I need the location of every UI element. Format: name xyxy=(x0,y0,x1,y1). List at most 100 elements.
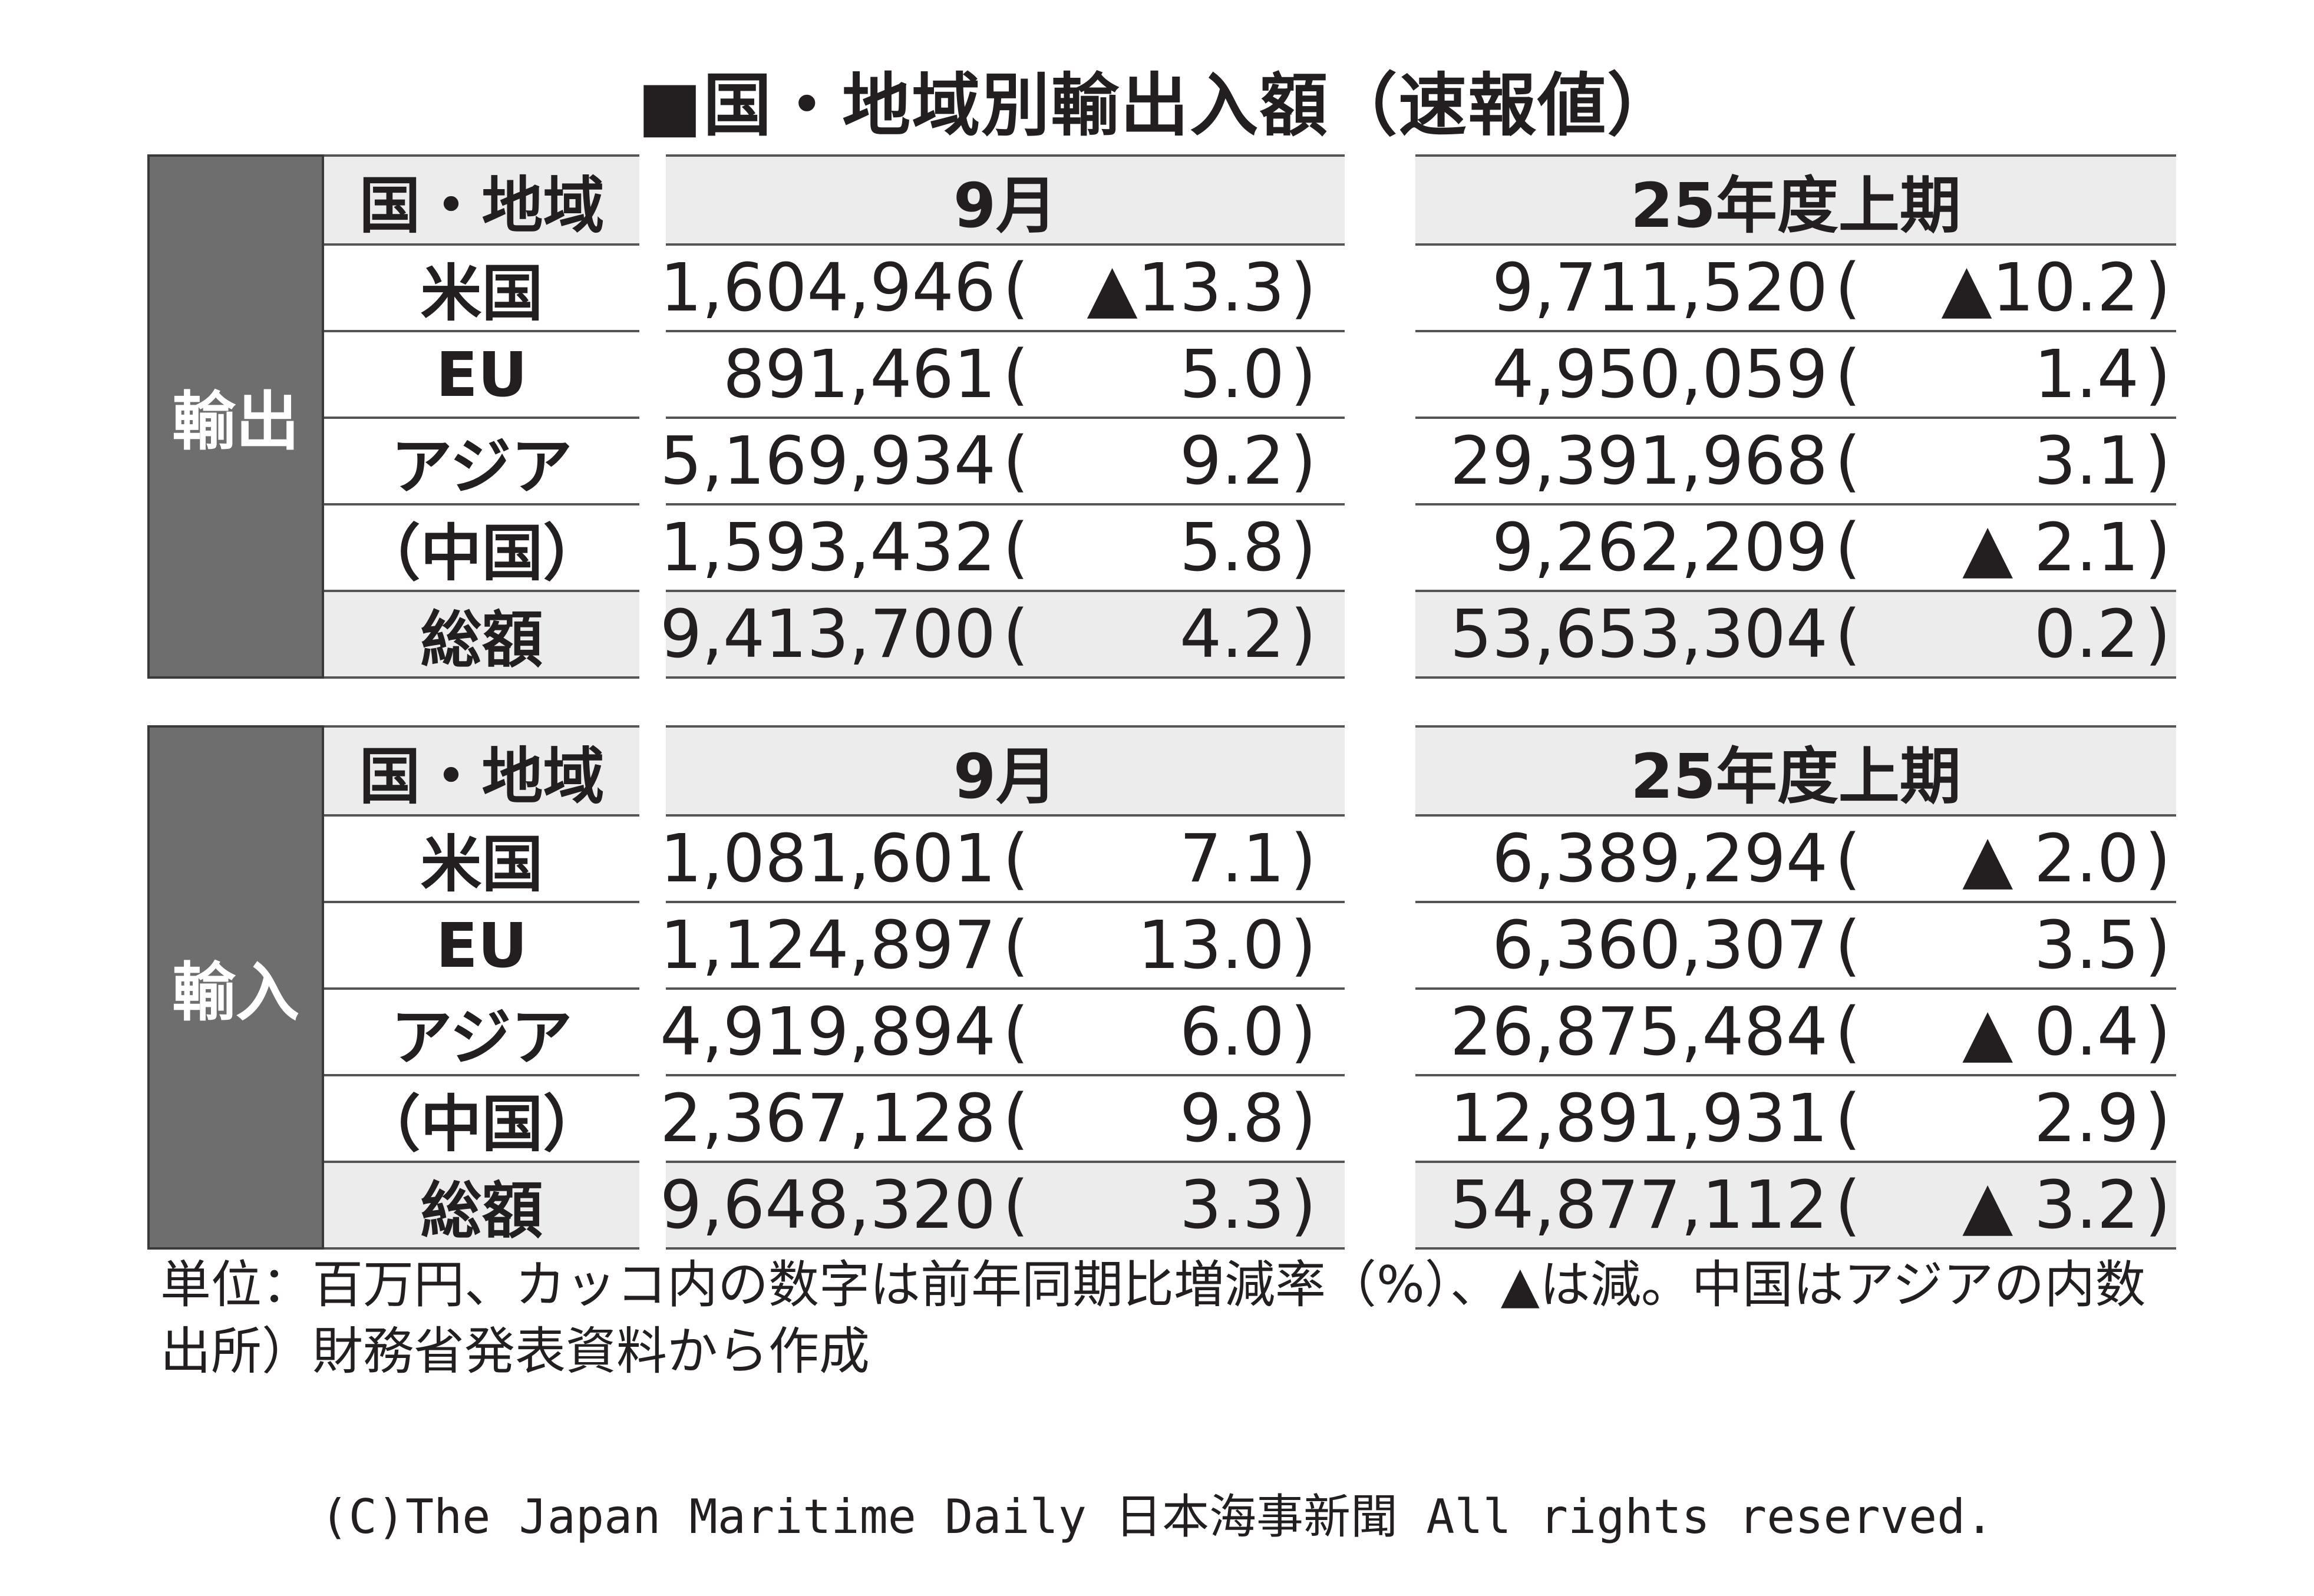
amount-value: 1,604,946 xyxy=(659,249,996,326)
paren-open: ( xyxy=(1003,509,1029,586)
change-rate: 4.2 xyxy=(1179,596,1285,673)
paren-close: ) xyxy=(1290,249,1316,326)
paren-close: ) xyxy=(2145,1080,2171,1157)
paren-close: ) xyxy=(2145,993,2171,1070)
export-section: 輸出 国・地域 米国 EU アジア （中国） 総額 9月 1,604,946(▲13.3) 891… xyxy=(147,154,2176,679)
import-section: 輸入 国・地域 米国 EU アジア （中国） 総額 9月 1,081,601(7.1) 1,124… xyxy=(147,725,2176,1250)
table-row-cell: 54,877,112(▲ 3.2) xyxy=(1415,1163,2176,1250)
table-row-cell: 4,950,059(1.4) xyxy=(1415,332,2176,419)
row-region-name: （中国） xyxy=(324,505,639,592)
paren-open: ( xyxy=(1003,422,1029,500)
row-region-name: 総額 xyxy=(324,1163,639,1250)
amount-value: 5,169,934 xyxy=(659,422,996,500)
header-september: 9月 xyxy=(666,725,1345,817)
table-row-cell: 29,391,968(3.1) xyxy=(1415,419,2176,505)
change-rate: 2.9 xyxy=(2034,1080,2139,1157)
paren-open: ( xyxy=(1835,336,1861,413)
amount-value: 6,360,307 xyxy=(1491,907,1828,984)
paren-close: ) xyxy=(2145,907,2171,984)
amount-value: 9,711,520 xyxy=(1491,249,1828,326)
change-rate: 7.1 xyxy=(1179,820,1285,897)
amount-value: 54,877,112 xyxy=(1450,1167,1828,1244)
table-title: ■国・地域別輸出入額（速報値） xyxy=(637,66,1677,146)
paren-open: ( xyxy=(1003,1167,1029,1244)
paren-close: ) xyxy=(2145,422,2171,500)
table-row-cell: 9,648,320(3.3) xyxy=(660,1163,1345,1250)
header-fy-first-half: 25年度上期 xyxy=(1415,154,2176,246)
amount-value: 9,262,209 xyxy=(1491,509,1828,586)
row-region-name: アジア xyxy=(324,990,639,1076)
paren-open: ( xyxy=(1835,596,1861,673)
change-rate: ▲ 2.1 xyxy=(1962,509,2139,586)
row-region-name: 総額 xyxy=(324,592,639,679)
table-row-cell: 1,124,897(13.0) xyxy=(660,903,1345,990)
change-rate: ▲10.2 xyxy=(1941,249,2139,326)
paren-close: ) xyxy=(2145,1167,2171,1244)
table-row-cell: 4,919,894(6.0) xyxy=(659,990,1345,1076)
paren-open: ( xyxy=(1835,820,1861,897)
fy-first-half-column: 25年度上期 6,389,294(▲ 2.0) 6,360,307(3.5) 26,8… xyxy=(1415,725,2176,1250)
amount-value: 12,891,931 xyxy=(1450,1080,1828,1157)
paren-close: ) xyxy=(2145,596,2171,673)
amount-value: 26,875,484 xyxy=(1450,993,1828,1070)
september-column: 9月 1,604,946(▲13.3) 891,461(5.0) 5,169,934(… xyxy=(659,154,1345,679)
paren-open: ( xyxy=(1003,336,1029,413)
row-region-name: （中国） xyxy=(324,1076,639,1163)
paren-open: ( xyxy=(1835,1080,1861,1157)
change-rate: ▲ 2.0 xyxy=(1962,820,2139,897)
paren-close: ) xyxy=(2145,249,2171,326)
paren-close: ) xyxy=(1290,820,1316,897)
amount-value: 4,919,894 xyxy=(659,993,996,1070)
paren-close: ) xyxy=(1290,907,1316,984)
paren-open: ( xyxy=(1003,907,1029,984)
paren-close: ) xyxy=(1290,422,1316,500)
change-rate: 3.1 xyxy=(2034,422,2139,500)
paren-close: ) xyxy=(1290,1080,1316,1157)
change-rate: ▲ 3.2 xyxy=(1962,1167,2139,1244)
header-region: 国・地域 xyxy=(324,725,639,817)
change-rate: 1.4 xyxy=(2034,336,2139,413)
paren-open: ( xyxy=(1003,1080,1029,1157)
paren-open: ( xyxy=(1003,249,1029,326)
change-rate: ▲13.3 xyxy=(1087,249,1285,326)
change-rate: 6.0 xyxy=(1179,993,1285,1070)
paren-close: ) xyxy=(2145,820,2171,897)
row-region-name: 米国 xyxy=(324,817,639,903)
table-row-cell: 12,891,931(2.9) xyxy=(1415,1076,2176,1163)
change-rate: 9.2 xyxy=(1179,422,1285,500)
table-row-cell: 2,367,128(9.8) xyxy=(659,1076,1345,1163)
amount-value: 891,461 xyxy=(722,336,996,413)
export-label: 輸出 xyxy=(147,154,324,679)
row-region-name: アジア xyxy=(324,419,639,505)
paren-close: ) xyxy=(2145,336,2171,413)
amount-value: 1,593,432 xyxy=(659,509,996,586)
amount-value: 2,367,128 xyxy=(659,1080,996,1157)
paren-open: ( xyxy=(1835,249,1861,326)
import-label: 輸入 xyxy=(147,725,324,1250)
header-september: 9月 xyxy=(666,154,1345,246)
amount-value: 4,950,059 xyxy=(1491,336,1828,413)
paren-close: ) xyxy=(1290,993,1316,1070)
amount-value: 29,391,968 xyxy=(1450,422,1828,500)
table-row-cell: 9,413,700(4.2) xyxy=(659,592,1345,679)
paren-close: ) xyxy=(1290,1167,1316,1244)
header-region: 国・地域 xyxy=(324,154,639,246)
table-row-cell: 1,593,432(5.8) xyxy=(659,505,1345,592)
region-column: 国・地域 米国 EU アジア （中国） 総額 xyxy=(324,154,639,679)
amount-value: 9,413,700 xyxy=(659,596,996,673)
paren-close: ) xyxy=(2145,509,2171,586)
copyright-notice: (C)The Japan Maritime Daily 日本海事新聞 All r… xyxy=(320,1489,1994,1544)
paren-open: ( xyxy=(1835,422,1861,500)
table-row-cell: 1,081,601(7.1) xyxy=(660,817,1345,903)
change-rate: 5.0 xyxy=(1179,336,1285,413)
change-rate: ▲ 0.4 xyxy=(1962,993,2139,1070)
change-rate: 5.8 xyxy=(1179,509,1285,586)
row-region-name: EU xyxy=(324,332,639,419)
region-column: 国・地域 米国 EU アジア （中国） 総額 xyxy=(324,725,639,1250)
row-region-name: EU xyxy=(324,903,639,990)
row-region-name: 米国 xyxy=(324,246,639,332)
change-rate: 3.3 xyxy=(1179,1167,1285,1244)
table-row-cell: 6,389,294(▲ 2.0) xyxy=(1415,817,2176,903)
table-row-cell: 6,360,307(3.5) xyxy=(1415,903,2176,990)
change-rate: 13.0 xyxy=(1137,907,1285,984)
